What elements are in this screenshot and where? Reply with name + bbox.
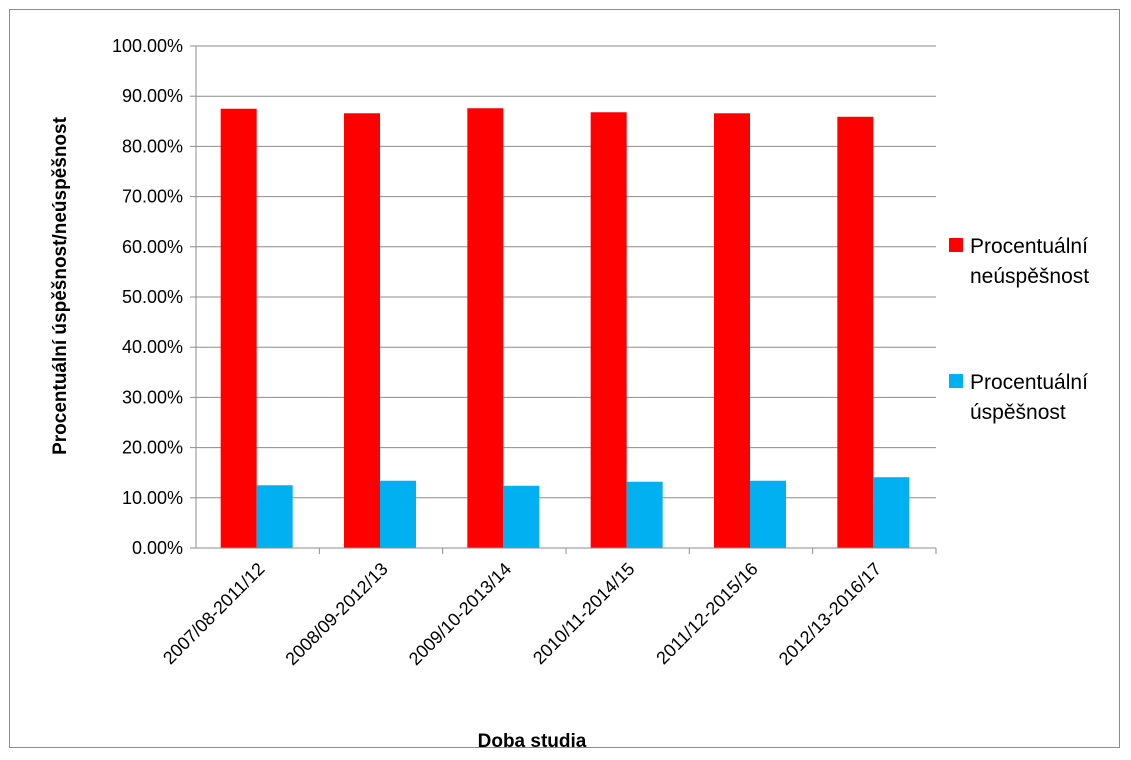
y-tick-label: 100.00% xyxy=(112,36,183,56)
bar xyxy=(626,481,663,548)
x-tick-label: 2008/09-2012/13 xyxy=(281,559,391,669)
bar xyxy=(344,113,380,548)
y-tick-label: 50.00% xyxy=(122,287,183,307)
bar xyxy=(503,485,540,548)
legend-label: Procentuální úspěšnost xyxy=(970,371,1088,424)
x-tick-label: 2009/10-2013/14 xyxy=(405,559,515,669)
y-tick-label: 0.00% xyxy=(132,538,183,558)
y-tick-label: 80.00% xyxy=(122,136,183,156)
x-tick-label: 2012/13-2016/17 xyxy=(775,559,885,669)
x-tick-label: 2011/12-2015/16 xyxy=(652,559,761,668)
y-tick-labels: 0.00% 10.00% 20.00% 30.00% 40.00% 50.00% 60.00… xyxy=(112,36,183,558)
x-tick-labels: 2007/08-2011/12 2008/09-2012/13 2009/10-20… xyxy=(159,559,885,669)
bar xyxy=(220,108,257,548)
bar xyxy=(256,485,293,548)
x-tick-label: 2010/11-2014/15 xyxy=(529,559,638,668)
y-axis-title: Procentuální úspěšnost/neúspěšnost xyxy=(50,116,71,455)
legend-swatch xyxy=(949,238,963,252)
bar xyxy=(837,116,874,549)
bar xyxy=(467,108,504,549)
bars xyxy=(220,108,910,549)
y-tick-label: 10.00% xyxy=(122,488,183,508)
y-tick-label: 90.00% xyxy=(122,86,183,106)
axes xyxy=(195,46,937,554)
bar xyxy=(873,477,910,548)
legend-swatch xyxy=(949,374,963,388)
x-tick-label: 2007/08-2011/12 xyxy=(159,559,268,668)
bar xyxy=(380,480,416,548)
bar xyxy=(590,112,627,548)
x-axis-title: Doba studia xyxy=(478,731,587,752)
chart-frame xyxy=(9,9,1120,748)
y-tick-label: 40.00% xyxy=(122,337,183,357)
legend: Procentuální neúspěšnost Procentuální úspěš… xyxy=(949,235,1089,424)
bar xyxy=(714,113,750,548)
bar xyxy=(750,480,786,548)
gridlines xyxy=(190,45,936,549)
y-tick-label: 70.00% xyxy=(122,187,183,207)
legend-label: Procentuální neúspěšnost xyxy=(970,235,1089,288)
y-tick-label: 20.00% xyxy=(122,438,183,458)
y-tick-label: 60.00% xyxy=(122,237,183,257)
y-tick-label: 30.00% xyxy=(122,387,183,407)
